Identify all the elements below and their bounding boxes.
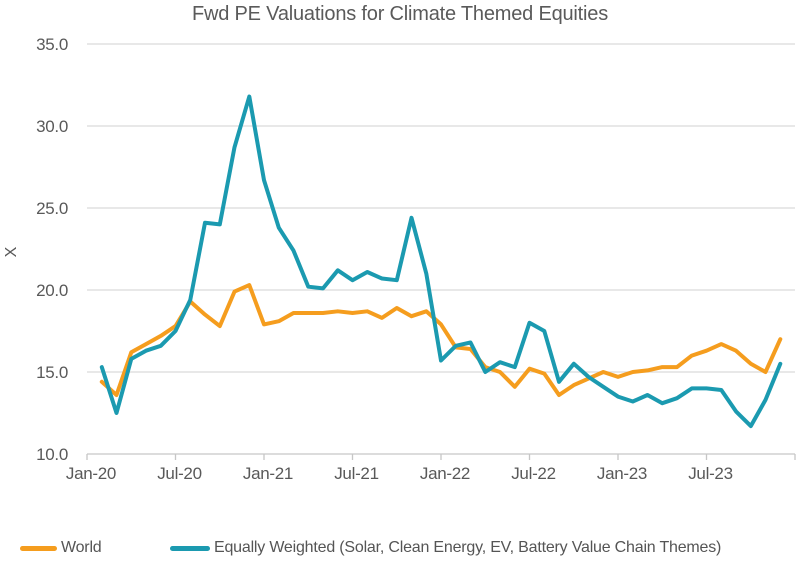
equally-weighted-legend-label: Equally Weighted (Solar, Clean Energy, E… <box>214 539 722 556</box>
y-tick-label: 20.0 <box>36 281 68 300</box>
y-axis-title: X <box>3 246 20 257</box>
chart-legend: World Equally Weighted (Solar, Clean Ene… <box>0 536 800 560</box>
ticks-group <box>86 454 796 460</box>
line-chart: 10.0 15.0 20.0 25.0 30.0 35.0 Jan-20 Jul-20 Jan-… <box>3 35 796 483</box>
y-tick-label: 35.0 <box>36 35 68 54</box>
world-legend-swatch <box>20 545 57 551</box>
x-tick-label: Jan-21 <box>243 464 293 483</box>
y-tick-label: 25.0 <box>36 199 68 218</box>
world-line <box>99 283 783 397</box>
x-tick-label: Jan-23 <box>597 464 647 483</box>
x-tick-label: Jul-22 <box>511 464 556 483</box>
series-group <box>99 94 783 429</box>
axis-labels-group: 10.0 15.0 20.0 25.0 30.0 35.0 Jan-20 Jul-20 Jan-… <box>36 35 733 483</box>
x-tick-label: Jul-21 <box>334 464 379 483</box>
legend-item-equally-weighted: Equally Weighted (Solar, Clean Energy, E… <box>170 536 721 560</box>
x-tick-label: Jan-20 <box>66 464 116 483</box>
equally-weighted-line <box>99 94 783 429</box>
x-tick-label: Jul-23 <box>688 464 733 483</box>
x-tick-label: Jan-22 <box>420 464 470 483</box>
y-tick-label: 30.0 <box>36 117 68 136</box>
chart-title: Fwd PE Valuations for Climate Themed Equ… <box>191 3 608 25</box>
legend-item-world: World <box>20 536 102 560</box>
world-legend-label: World <box>61 539 102 556</box>
y-tick-label: 15.0 <box>36 363 68 382</box>
equally-weighted-legend-swatch <box>170 545 210 551</box>
x-tick-label: Jul-20 <box>157 464 202 483</box>
y-tick-label: 10.0 <box>36 445 68 464</box>
